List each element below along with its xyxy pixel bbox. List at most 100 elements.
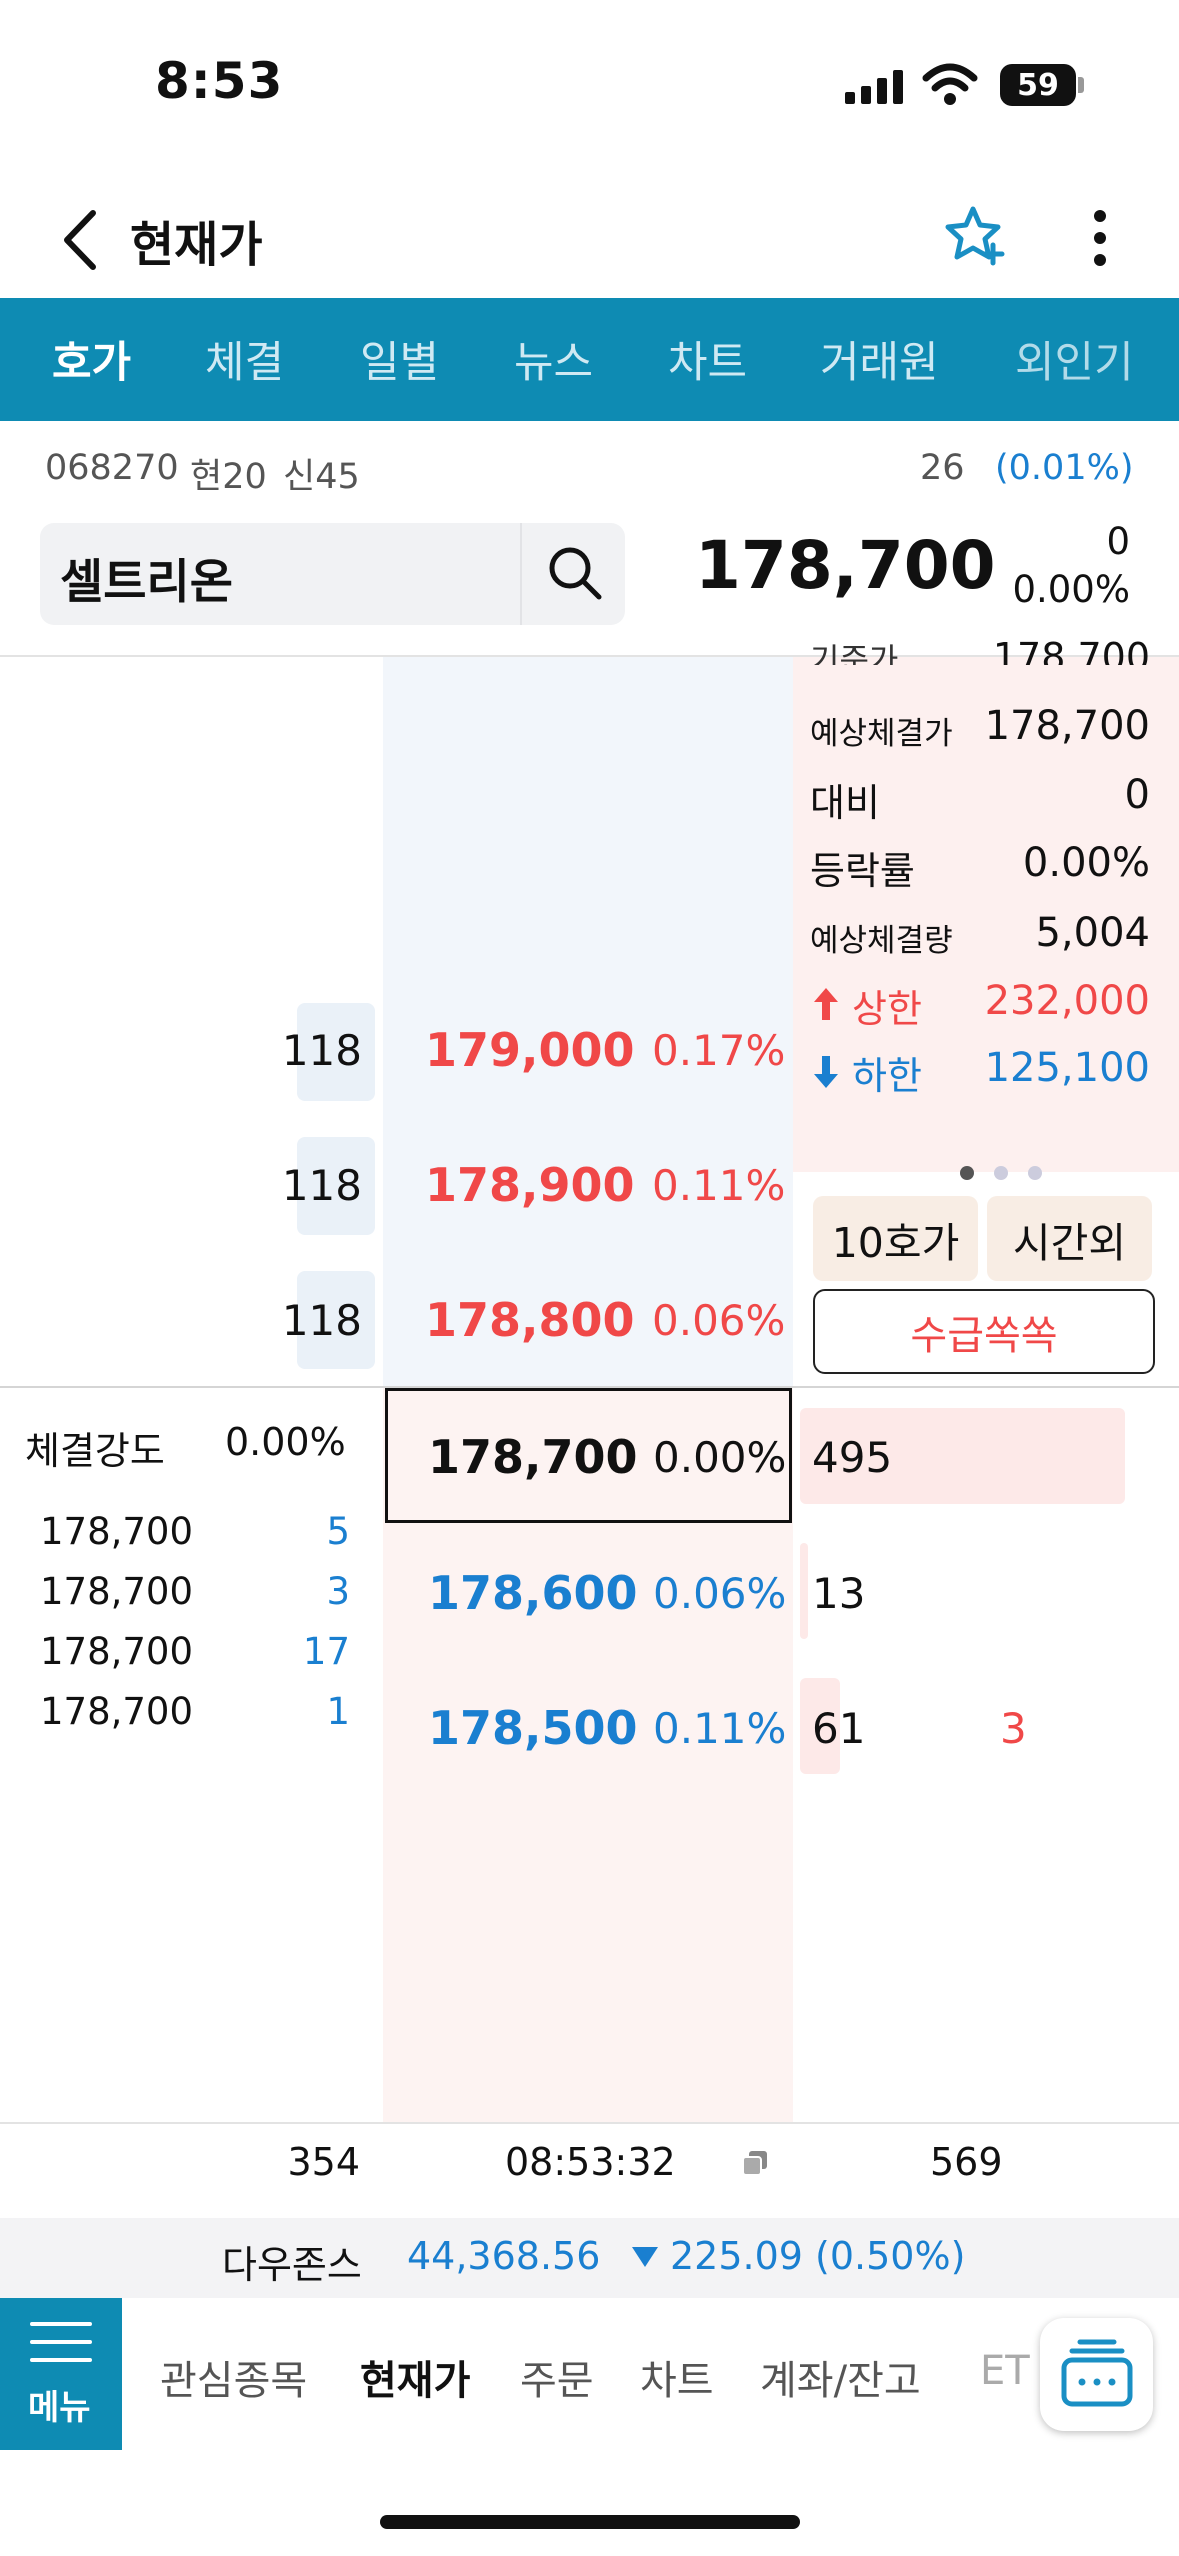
info-value-expected-volume: 5,004 (1035, 910, 1150, 956)
expected-info-panel (793, 657, 1179, 1172)
small-volume-value: 26 (920, 448, 965, 488)
current-row-qty: 495 (812, 1433, 893, 1482)
info-base-value: 178,700 (992, 635, 1150, 665)
current-price-box[interactable] (385, 1388, 792, 1523)
bid-qty: 13 (812, 1569, 866, 1618)
battery-nub (1078, 77, 1084, 93)
total-bid-qty: 569 (930, 2140, 1003, 2184)
menu-label: 메뉴 (28, 2388, 91, 2428)
ask-pct: 0.06% (652, 1296, 786, 1345)
ask-price-column (383, 657, 793, 1387)
bid-price[interactable]: 178,500 (428, 1701, 638, 1755)
nav-watchlist[interactable]: 관심종목 (160, 2358, 308, 2404)
stock-tag-1: 현20 (190, 457, 267, 497)
tab-hoga[interactable]: 호가 (52, 338, 132, 388)
section-divider (0, 655, 1179, 657)
nav-chart[interactable]: 차트 (640, 2358, 714, 2404)
bid-qty-bar (800, 1408, 1125, 1504)
status-time: 8:53 (155, 52, 284, 110)
info-label-diff: 대비 (810, 781, 880, 825)
ask-qty: 118 (281, 1161, 362, 1210)
arrow-up-icon (814, 988, 838, 1020)
ask-qty-bar (297, 1003, 375, 1101)
copy-icon[interactable] (740, 2148, 770, 2178)
trade-price: 178,700 (40, 1570, 194, 1613)
ticker-change: 225.09 (0.50%) (670, 2234, 966, 2278)
info-value-upper-limit: 232,000 (984, 978, 1150, 1024)
nav-order[interactable]: 주문 (520, 2358, 594, 2404)
hamburger-menu-icon (30, 2322, 92, 2362)
trade-qty: 1 (326, 1690, 350, 1733)
nav-current-price[interactable]: 현재가 (360, 2358, 471, 2404)
tab-chart[interactable]: 차트 (668, 338, 748, 388)
triangle-down-icon (632, 2247, 658, 2267)
tab-trades[interactable]: 체결 (205, 338, 285, 388)
stock-name[interactable]: 셀트리온 (60, 555, 233, 610)
nav-account[interactable]: 계좌/잔고 (760, 2358, 921, 2404)
bid-pct: 0.11% (653, 1704, 787, 1753)
small-volume-pct: (0.01%) (995, 448, 1134, 488)
info-value-rate: 0.00% (1022, 840, 1150, 886)
more-options-icon[interactable] (1090, 208, 1110, 268)
tab-foreign[interactable]: 외인기 (1015, 338, 1134, 388)
keypad-icon (1061, 2339, 1133, 2407)
total-ask-qty: 354 (287, 2140, 360, 2184)
strength-label: 체결강도 (25, 1429, 165, 1473)
stock-search-box[interactable] (40, 523, 625, 625)
current-price: 178,700 (695, 527, 996, 604)
info-base-label: 기준가 (810, 641, 899, 665)
tab-daily[interactable]: 일별 (360, 338, 440, 388)
index-ticker-bar[interactable] (0, 2218, 1179, 2298)
after-hours-button[interactable]: 시간외 (987, 1196, 1152, 1281)
ask-qty: 118 (281, 1026, 362, 1075)
favorite-add-star-icon[interactable] (943, 203, 1007, 267)
trade-price: 178,700 (40, 1510, 194, 1553)
ask-price[interactable]: 178,800 (425, 1293, 635, 1347)
trade-qty: 17 (302, 1630, 350, 1673)
bid-qty-bar (800, 1678, 840, 1774)
info-value-expected-price: 178,700 (984, 703, 1150, 749)
trade-price: 178,700 (40, 1690, 194, 1733)
wifi-icon (922, 63, 978, 105)
info-label-lower-limit: 하한 (852, 1054, 922, 1098)
ask-pct: 0.17% (652, 1026, 786, 1075)
bid-price[interactable]: 178,600 (428, 1566, 638, 1620)
ask-price[interactable]: 179,000 (425, 1023, 635, 1077)
tab-broker[interactable]: 거래원 (820, 338, 939, 388)
timestamp: 08:53:32 (505, 2140, 676, 2184)
current-row-pct: 0.00% (653, 1433, 787, 1482)
page-indicator-dots (960, 1166, 1042, 1180)
ask-pct: 0.11% (652, 1161, 786, 1210)
bid-qty-bar (800, 1543, 808, 1639)
bid-qty: 61 (812, 1704, 866, 1753)
bid-price-column (383, 1387, 793, 2122)
back-arrow-icon[interactable] (55, 205, 105, 275)
footer-divider (0, 2122, 1179, 2124)
stock-tag-2: 신45 (283, 457, 360, 497)
nav-etf[interactable]: ET (980, 2348, 1030, 2394)
price-change: 0 (1106, 520, 1130, 563)
bottom-nav (0, 2298, 1179, 2453)
ask-qty-bar (297, 1137, 375, 1235)
ask-qty: 118 (281, 1296, 362, 1345)
trade-price: 178,700 (40, 1630, 194, 1673)
ticker-value: 44,368.56 (407, 2234, 601, 2278)
arrow-down-icon (814, 1056, 838, 1088)
search-icon[interactable] (545, 543, 605, 603)
info-value-diff: 0 (1124, 772, 1150, 818)
home-indicator[interactable] (380, 2515, 800, 2529)
info-label-expected-price: 예상체결가 (810, 716, 953, 752)
ten-hoga-button[interactable]: 10호가 (813, 1196, 978, 1281)
tab-bar: 호가 체결 일별 뉴스 차트 거래원 외인기 (0, 298, 1179, 421)
trade-qty: 5 (326, 1510, 350, 1553)
keypad-button[interactable] (1040, 2318, 1153, 2431)
battery-icon: 59 (1000, 64, 1076, 106)
ask-price[interactable]: 178,900 (425, 1158, 635, 1212)
supply-demand-button[interactable]: 수급쏙쏙 (813, 1289, 1155, 1374)
page-title: 현재가 (130, 217, 263, 273)
info-value-lower-limit: 125,100 (984, 1045, 1150, 1091)
info-label-expected-volume: 예상체결량 (810, 923, 953, 959)
ticker-name: 다우존스 (222, 2243, 362, 2287)
info-label-rate: 등락률 (810, 849, 915, 893)
tab-news[interactable]: 뉴스 (514, 338, 594, 388)
